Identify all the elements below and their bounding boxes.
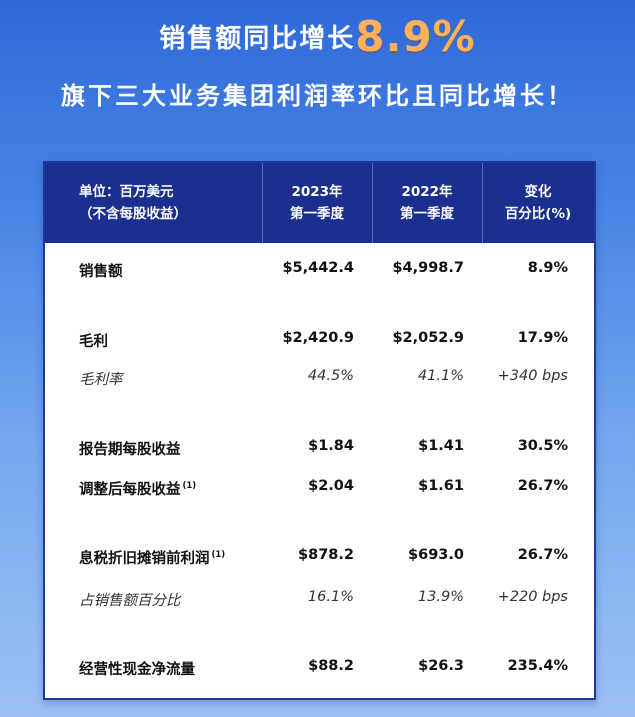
header-2023-line2: 第一季度 xyxy=(290,206,344,222)
value-change: +340 bps xyxy=(497,368,568,384)
value-change: 8.9% xyxy=(527,260,568,276)
header-2023-line1: 2023年 xyxy=(291,184,343,200)
value-2022: $693.0 xyxy=(408,547,464,563)
row-label: 经营性现金净流量 xyxy=(79,662,195,678)
header-unit-line1: 单位：百万美元 xyxy=(79,184,174,200)
value-change: 26.7% xyxy=(517,547,568,563)
value-2022: 13.9% xyxy=(417,589,464,605)
header-unit-line2: （不含每股收益） xyxy=(79,206,187,222)
value-2023: $5,442.4 xyxy=(282,260,354,276)
table-row: 毛利 $2,420.9 $2,052.9 17.9% xyxy=(45,323,594,353)
value-change: 17.9% xyxy=(517,330,568,346)
row-label: 毛利 xyxy=(79,334,108,350)
header-change-line2: 百分比(%) xyxy=(504,206,572,222)
header-2022-line2: 第一季度 xyxy=(400,206,454,222)
header-change-line1: 变化 xyxy=(524,184,552,200)
financial-table: 单位：百万美元 （不含每股收益） 2023年 第一季度 2022年 第一季度 变… xyxy=(43,161,596,700)
row-label: 调整后每股收益 (1) xyxy=(79,481,197,498)
header-divider xyxy=(482,163,483,243)
value-change: 26.7% xyxy=(517,478,568,494)
value-2022: $26.3 xyxy=(418,658,464,674)
header-2022-line1: 2022年 xyxy=(401,184,453,200)
value-2023: $1.84 xyxy=(308,438,354,454)
value-change: 30.5% xyxy=(517,438,568,454)
value-2023: $88.2 xyxy=(308,658,354,674)
table-row: 经营性现金净流量 $88.2 $26.3 235.4% xyxy=(45,651,594,681)
table-row: 毛利率 44.5% 41.1% +340 bps xyxy=(45,361,594,391)
row-label: 占销售额百分比 xyxy=(79,593,181,609)
table-row: 调整后每股收益 (1) $2.04 $1.61 26.7% xyxy=(45,471,594,501)
table-header: 单位：百万美元 （不含每股收益） 2023年 第一季度 2022年 第一季度 变… xyxy=(45,163,594,243)
header-unit: 单位：百万美元 （不含每股收益） xyxy=(79,163,259,243)
row-label: 报告期每股收益 xyxy=(79,442,181,458)
header-2022: 2022年 第一季度 xyxy=(372,163,482,243)
value-2022: 41.1% xyxy=(417,368,464,384)
header-2023: 2023年 第一季度 xyxy=(262,163,372,243)
row-label: 销售额 xyxy=(79,264,123,280)
value-2023: $2.04 xyxy=(308,478,354,494)
value-2023: $2,420.9 xyxy=(282,330,354,346)
value-2023: 16.1% xyxy=(307,589,354,605)
value-2023: 44.5% xyxy=(307,368,354,384)
subheadline: 旗下三大业务集团利润率环比且同比增长！ xyxy=(61,82,574,110)
headline-text: 销售额同比增长 xyxy=(159,24,356,54)
headline: 销售额同比增长8.9% xyxy=(0,12,635,61)
value-2023: $878.2 xyxy=(298,547,354,563)
value-2022: $2,052.9 xyxy=(392,330,464,346)
headline-percent: 8.9% xyxy=(355,12,476,61)
row-label: 毛利率 xyxy=(79,372,123,388)
header-change: 变化 百分比(%) xyxy=(482,163,594,243)
value-2022: $4,998.7 xyxy=(392,260,464,276)
value-2022: $1.61 xyxy=(418,478,464,494)
header-divider xyxy=(372,163,373,243)
table-row: 报告期每股收益 $1.84 $1.41 30.5% xyxy=(45,431,594,461)
value-change: +220 bps xyxy=(497,589,568,605)
table-row: 息税折旧摊销前利润 (1) $878.2 $693.0 26.7% xyxy=(45,540,594,570)
value-change: 235.4% xyxy=(507,658,568,674)
table-row: 销售额 $5,442.4 $4,998.7 8.9% xyxy=(45,253,594,283)
header-divider xyxy=(262,163,263,243)
value-2022: $1.41 xyxy=(418,438,464,454)
table-row: 占销售额百分比 16.1% 13.9% +220 bps xyxy=(45,582,594,612)
row-label: 息税折旧摊销前利润 (1) xyxy=(79,550,226,567)
